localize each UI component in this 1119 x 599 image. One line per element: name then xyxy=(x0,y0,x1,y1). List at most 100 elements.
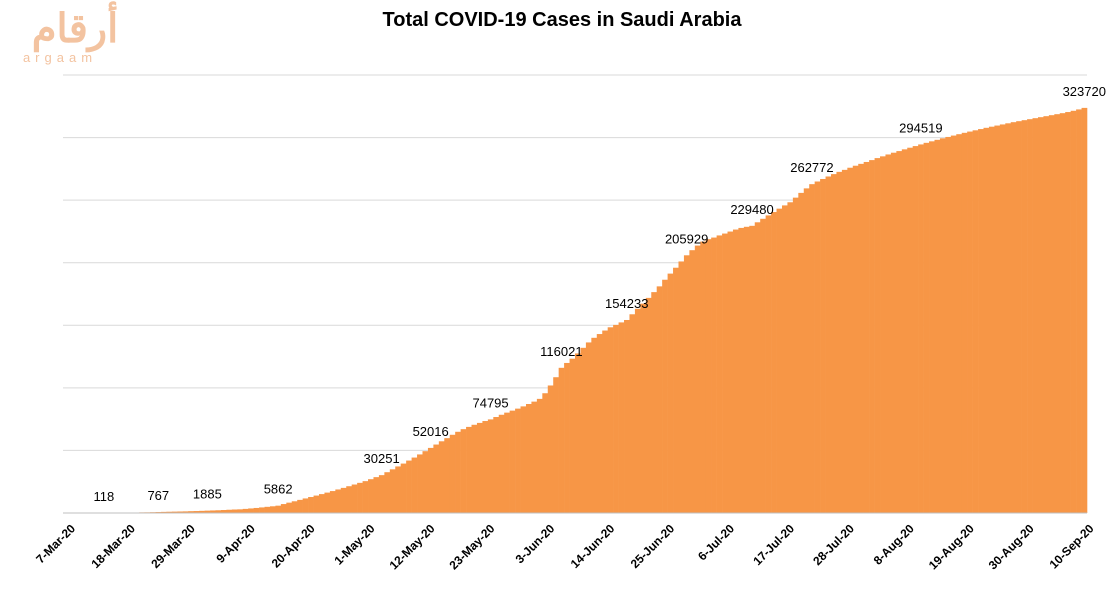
bar xyxy=(422,451,429,513)
bar xyxy=(498,414,505,513)
bar xyxy=(395,466,402,513)
x-tick-label: 30-Aug-20 xyxy=(986,521,1037,572)
bar xyxy=(504,412,510,513)
data-label: 262772 xyxy=(790,160,833,175)
bar xyxy=(558,367,565,513)
bar xyxy=(188,511,195,513)
x-tick-label: 10-Sep-20 xyxy=(1047,521,1097,571)
bar xyxy=(248,508,254,513)
bar xyxy=(1043,116,1050,513)
bar xyxy=(847,167,854,514)
bar xyxy=(520,406,527,513)
bar xyxy=(406,460,412,513)
bar xyxy=(907,147,914,513)
bar xyxy=(411,457,418,513)
bar xyxy=(259,507,265,513)
bar xyxy=(743,226,750,513)
x-tick-label: 29-Mar-20 xyxy=(148,521,198,571)
bar xyxy=(912,146,919,513)
data-label: 118 xyxy=(93,489,114,504)
bar xyxy=(280,504,287,513)
data-label: 5862 xyxy=(264,482,293,497)
x-tick-label: 23-May-20 xyxy=(447,521,498,572)
x-tick-label: 6-Jul-20 xyxy=(695,521,737,563)
bar xyxy=(264,506,271,513)
bar xyxy=(901,149,908,514)
data-label: 74795 xyxy=(472,395,508,410)
bar xyxy=(596,334,603,513)
bar xyxy=(961,132,968,514)
x-tick-label: 12-May-20 xyxy=(387,521,438,572)
bar xyxy=(1037,117,1044,513)
bar xyxy=(988,126,995,514)
bar xyxy=(166,511,173,513)
bar xyxy=(1081,107,1088,513)
x-tick-label: 28-Jul-20 xyxy=(810,521,857,568)
bar xyxy=(629,314,636,513)
bar xyxy=(1076,109,1082,514)
bar xyxy=(329,491,336,513)
bar xyxy=(193,511,200,513)
data-label: 767 xyxy=(147,488,169,503)
bar xyxy=(918,144,924,513)
bar xyxy=(727,231,734,513)
bar xyxy=(553,377,559,513)
bar xyxy=(890,152,897,513)
bar xyxy=(427,447,434,513)
bar xyxy=(591,337,598,513)
bar xyxy=(515,408,521,513)
bar xyxy=(525,404,532,513)
logo-arabic: أرقام xyxy=(32,0,119,53)
bar xyxy=(613,324,619,513)
bar xyxy=(673,267,679,513)
bar xyxy=(694,245,701,514)
x-tick-label: 17-Jul-20 xyxy=(750,521,797,568)
bar xyxy=(455,431,461,513)
bar xyxy=(476,422,483,513)
bar xyxy=(1005,123,1012,513)
bar xyxy=(814,181,821,513)
bar xyxy=(798,192,805,513)
bar xyxy=(373,477,380,513)
bar xyxy=(1054,114,1061,514)
bar xyxy=(929,141,935,513)
chart-title: Total COVID-19 Cases in Saudi Arabia xyxy=(383,9,743,31)
bar xyxy=(825,176,832,514)
bar xyxy=(509,410,516,513)
bar xyxy=(1032,118,1039,513)
bar xyxy=(640,303,647,513)
bar xyxy=(171,511,178,513)
bar xyxy=(1059,113,1066,513)
bar xyxy=(308,497,314,513)
bar xyxy=(384,472,391,513)
bar xyxy=(1016,121,1022,514)
bar xyxy=(547,385,554,513)
bar xyxy=(564,362,570,513)
bar xyxy=(776,208,783,513)
bar xyxy=(471,424,478,513)
bar xyxy=(291,501,298,513)
bar xyxy=(215,510,222,513)
bar xyxy=(417,454,423,513)
data-label: 294519 xyxy=(899,120,942,135)
data-label: 30251 xyxy=(364,451,400,466)
bar xyxy=(220,510,227,513)
bar xyxy=(378,475,385,513)
bar xyxy=(880,156,886,514)
bar xyxy=(820,178,826,513)
bar xyxy=(754,222,761,513)
bar xyxy=(362,481,369,513)
bar xyxy=(1065,112,1071,513)
bar xyxy=(536,398,543,513)
data-label: 1885 xyxy=(193,487,222,502)
bar xyxy=(760,218,766,514)
data-label: 205929 xyxy=(665,231,708,246)
data-label: 323720 xyxy=(1063,84,1106,99)
data-label: 52016 xyxy=(413,424,449,439)
bar xyxy=(324,492,331,513)
bar xyxy=(531,401,538,513)
bar xyxy=(874,158,881,514)
bar xyxy=(161,511,167,513)
bar xyxy=(651,292,658,513)
x-tick-label: 20-Apr-20 xyxy=(269,521,318,570)
